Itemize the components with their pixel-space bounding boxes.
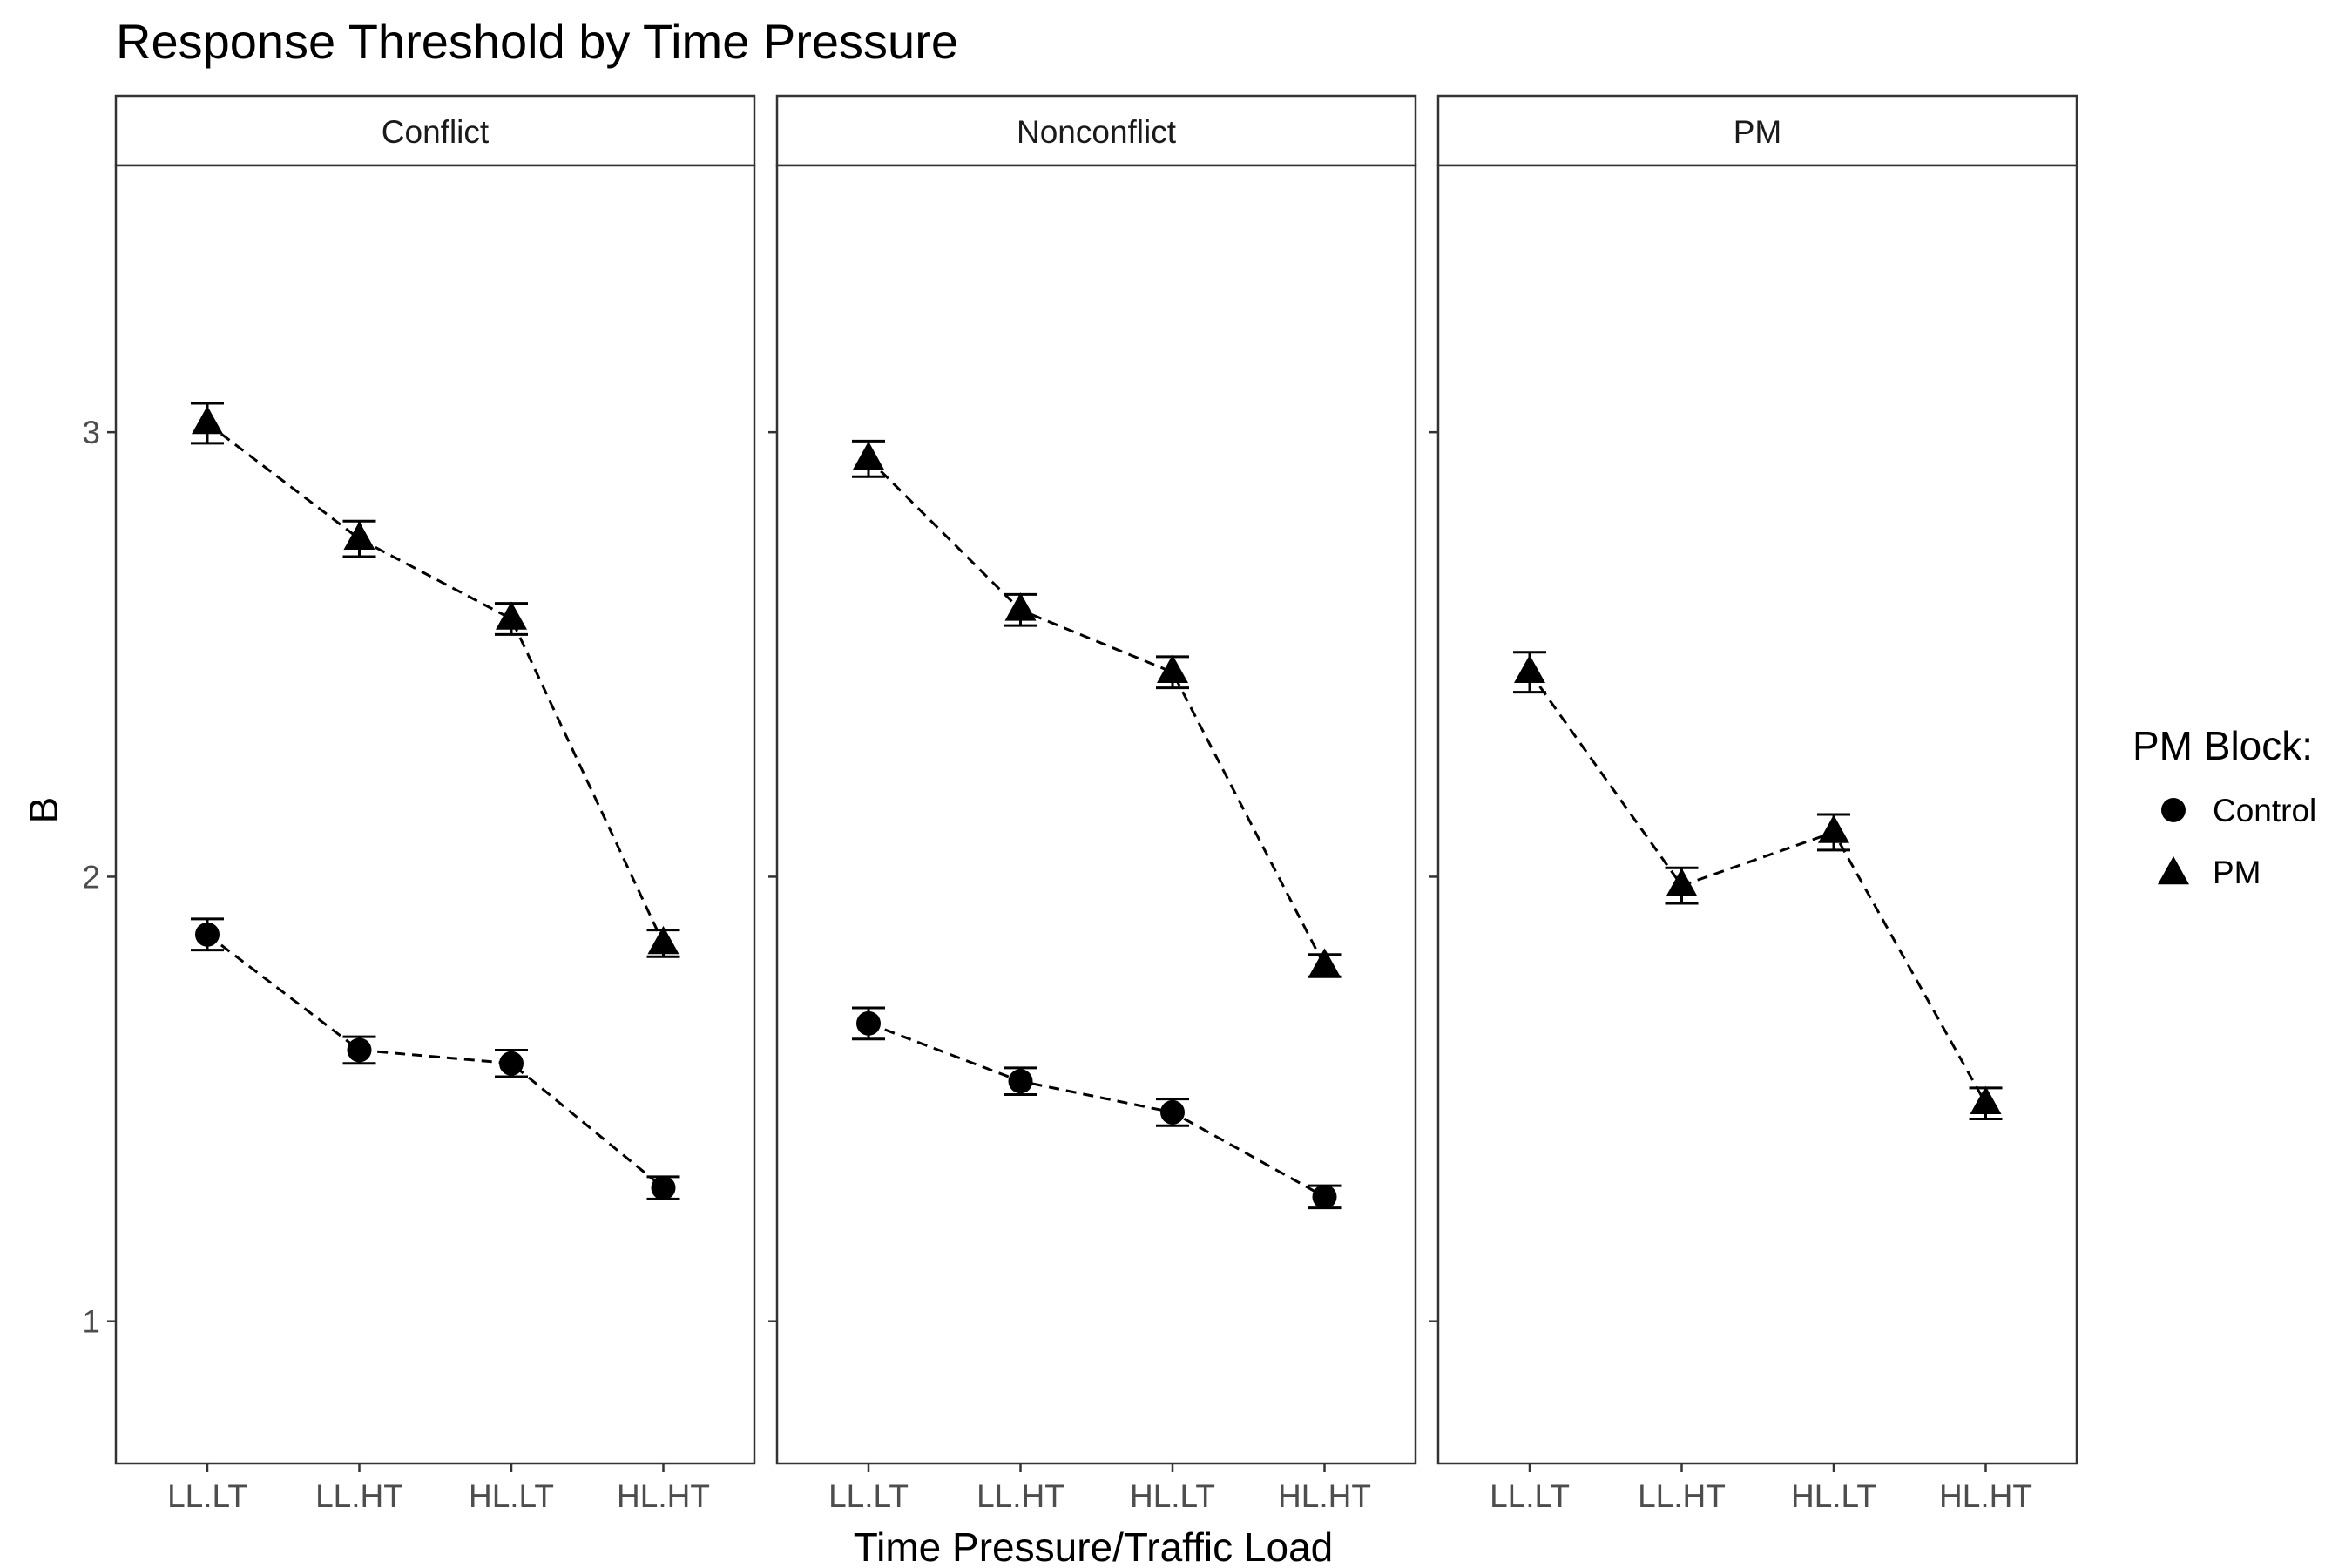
x-tick-label: HL.HT bbox=[1278, 1478, 1371, 1514]
point-pm bbox=[1308, 948, 1341, 977]
panel-border-nonconflict bbox=[775, 164, 1417, 1465]
strip-conflict bbox=[114, 94, 756, 167]
series-line-pm bbox=[1528, 671, 1987, 1105]
strip-pm bbox=[1436, 94, 2078, 167]
x-tick-label: LL.LT bbox=[167, 1478, 247, 1514]
legend-key-pm bbox=[2158, 855, 2189, 885]
point-pm bbox=[1004, 592, 1037, 621]
legend-title: PM Block: bbox=[2132, 723, 2313, 768]
y-tick-label: 1 bbox=[82, 1304, 100, 1340]
panel-conflict: Conflict 1 2 3 LL.LT LL.HT HL.LT HL.HT bbox=[82, 94, 756, 1514]
x-tick-label: HL.HT bbox=[617, 1478, 710, 1514]
strip-label-conflict: Conflict bbox=[382, 114, 490, 150]
x-axis-title: Time Pressure/Traffic Load bbox=[854, 1524, 1334, 1568]
x-tick-label: LL.HT bbox=[977, 1478, 1064, 1514]
x-tick-label: HL.HT bbox=[1939, 1478, 2032, 1514]
point-pm bbox=[1666, 868, 1698, 896]
panel-border-pm bbox=[1436, 164, 2078, 1465]
point-control bbox=[195, 922, 220, 947]
point-control bbox=[856, 1010, 881, 1036]
legend-label-pm: PM bbox=[2213, 855, 2261, 890]
point-control bbox=[1312, 1184, 1337, 1209]
y-axis-title: B bbox=[21, 797, 66, 824]
point-pm bbox=[1818, 814, 1849, 843]
legend-label-control: Control bbox=[2213, 793, 2316, 828]
x-tick-label: HL.LT bbox=[1130, 1478, 1215, 1514]
legend: PM Block: Control PM bbox=[2132, 723, 2316, 890]
point-pm bbox=[1514, 654, 1545, 684]
point-control bbox=[1160, 1099, 1185, 1125]
legend-key-control bbox=[2161, 798, 2186, 822]
y-tick-label: 3 bbox=[82, 415, 100, 450]
series-line-control bbox=[868, 1022, 1326, 1199]
point-pm bbox=[647, 925, 679, 955]
strip-label-nonconflict: Nonconflict bbox=[1017, 114, 1177, 150]
x-tick-label: LL.HT bbox=[1638, 1478, 1726, 1514]
x-tick-label: HL.LT bbox=[469, 1478, 554, 1514]
point-pm bbox=[1157, 654, 1188, 684]
point-control bbox=[651, 1175, 676, 1200]
point-pm bbox=[192, 405, 223, 435]
strip-label-pm: PM bbox=[1734, 114, 1782, 150]
point-pm bbox=[496, 601, 527, 630]
series-line-control bbox=[206, 933, 665, 1189]
point-control bbox=[499, 1051, 524, 1076]
point-pm bbox=[1970, 1085, 2002, 1114]
panel-pm: PM LL.LT LL.HT HL.LT HL.HT bbox=[1429, 94, 2078, 1514]
x-tick-label: LL.LT bbox=[1490, 1478, 1570, 1514]
panel-border-conflict bbox=[114, 164, 756, 1465]
series-line-pm bbox=[206, 422, 665, 944]
point-control bbox=[347, 1037, 372, 1063]
y-tick-label: 2 bbox=[82, 859, 100, 895]
x-tick-label: LL.HT bbox=[315, 1478, 403, 1514]
series-line-pm bbox=[867, 457, 1326, 967]
panel-nonconflict: Nonconflict LL.LT LL.HT HL.LT HL.HT bbox=[768, 94, 1417, 1514]
x-tick-label: LL.LT bbox=[828, 1478, 909, 1514]
point-control bbox=[1008, 1069, 1033, 1094]
x-tick-label: HL.LT bbox=[1791, 1478, 1876, 1514]
point-pm bbox=[853, 441, 884, 470]
chart-title: Response Threshold by Time Pressure bbox=[116, 14, 958, 69]
point-pm bbox=[343, 521, 375, 550]
